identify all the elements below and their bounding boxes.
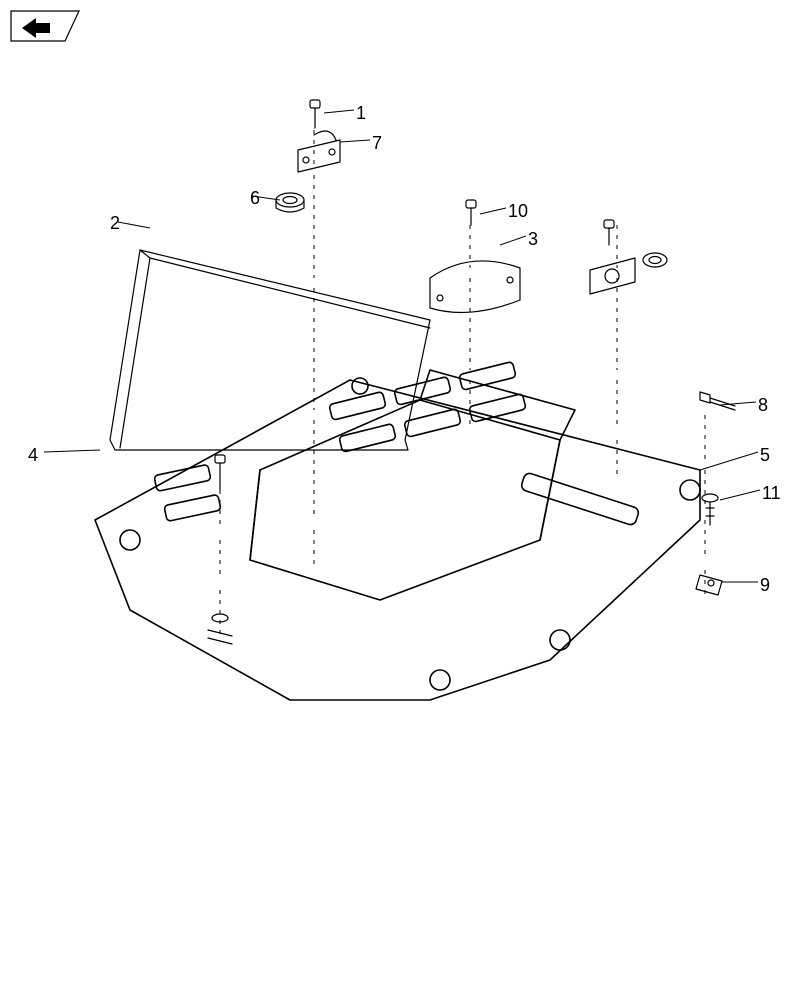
callout-11: 11 bbox=[762, 483, 781, 504]
exploded-diagram bbox=[0, 0, 812, 1000]
bracket-7 bbox=[298, 131, 340, 172]
callout-8: 8 bbox=[758, 395, 768, 416]
screw-1 bbox=[310, 100, 320, 128]
callout-1: 1 bbox=[356, 103, 366, 124]
callout-7: 7 bbox=[372, 133, 382, 154]
cover-3 bbox=[430, 261, 520, 313]
bracket-right bbox=[590, 220, 667, 294]
callout-4: 4 bbox=[28, 445, 38, 466]
callout-2: 2 bbox=[110, 213, 120, 234]
callout-9: 9 bbox=[760, 575, 770, 596]
callout-6: 6 bbox=[250, 188, 260, 209]
washer-6 bbox=[276, 193, 304, 212]
screw-10 bbox=[466, 200, 476, 225]
clip-9 bbox=[696, 575, 722, 595]
bolt-8 bbox=[700, 392, 735, 410]
trim-bar bbox=[110, 250, 430, 450]
floor-pan bbox=[95, 361, 700, 700]
leader-lines bbox=[44, 110, 760, 582]
screw-11 bbox=[702, 494, 718, 525]
callout-5: 5 bbox=[760, 445, 770, 466]
callout-3: 3 bbox=[528, 229, 538, 250]
callout-10: 10 bbox=[508, 201, 528, 222]
